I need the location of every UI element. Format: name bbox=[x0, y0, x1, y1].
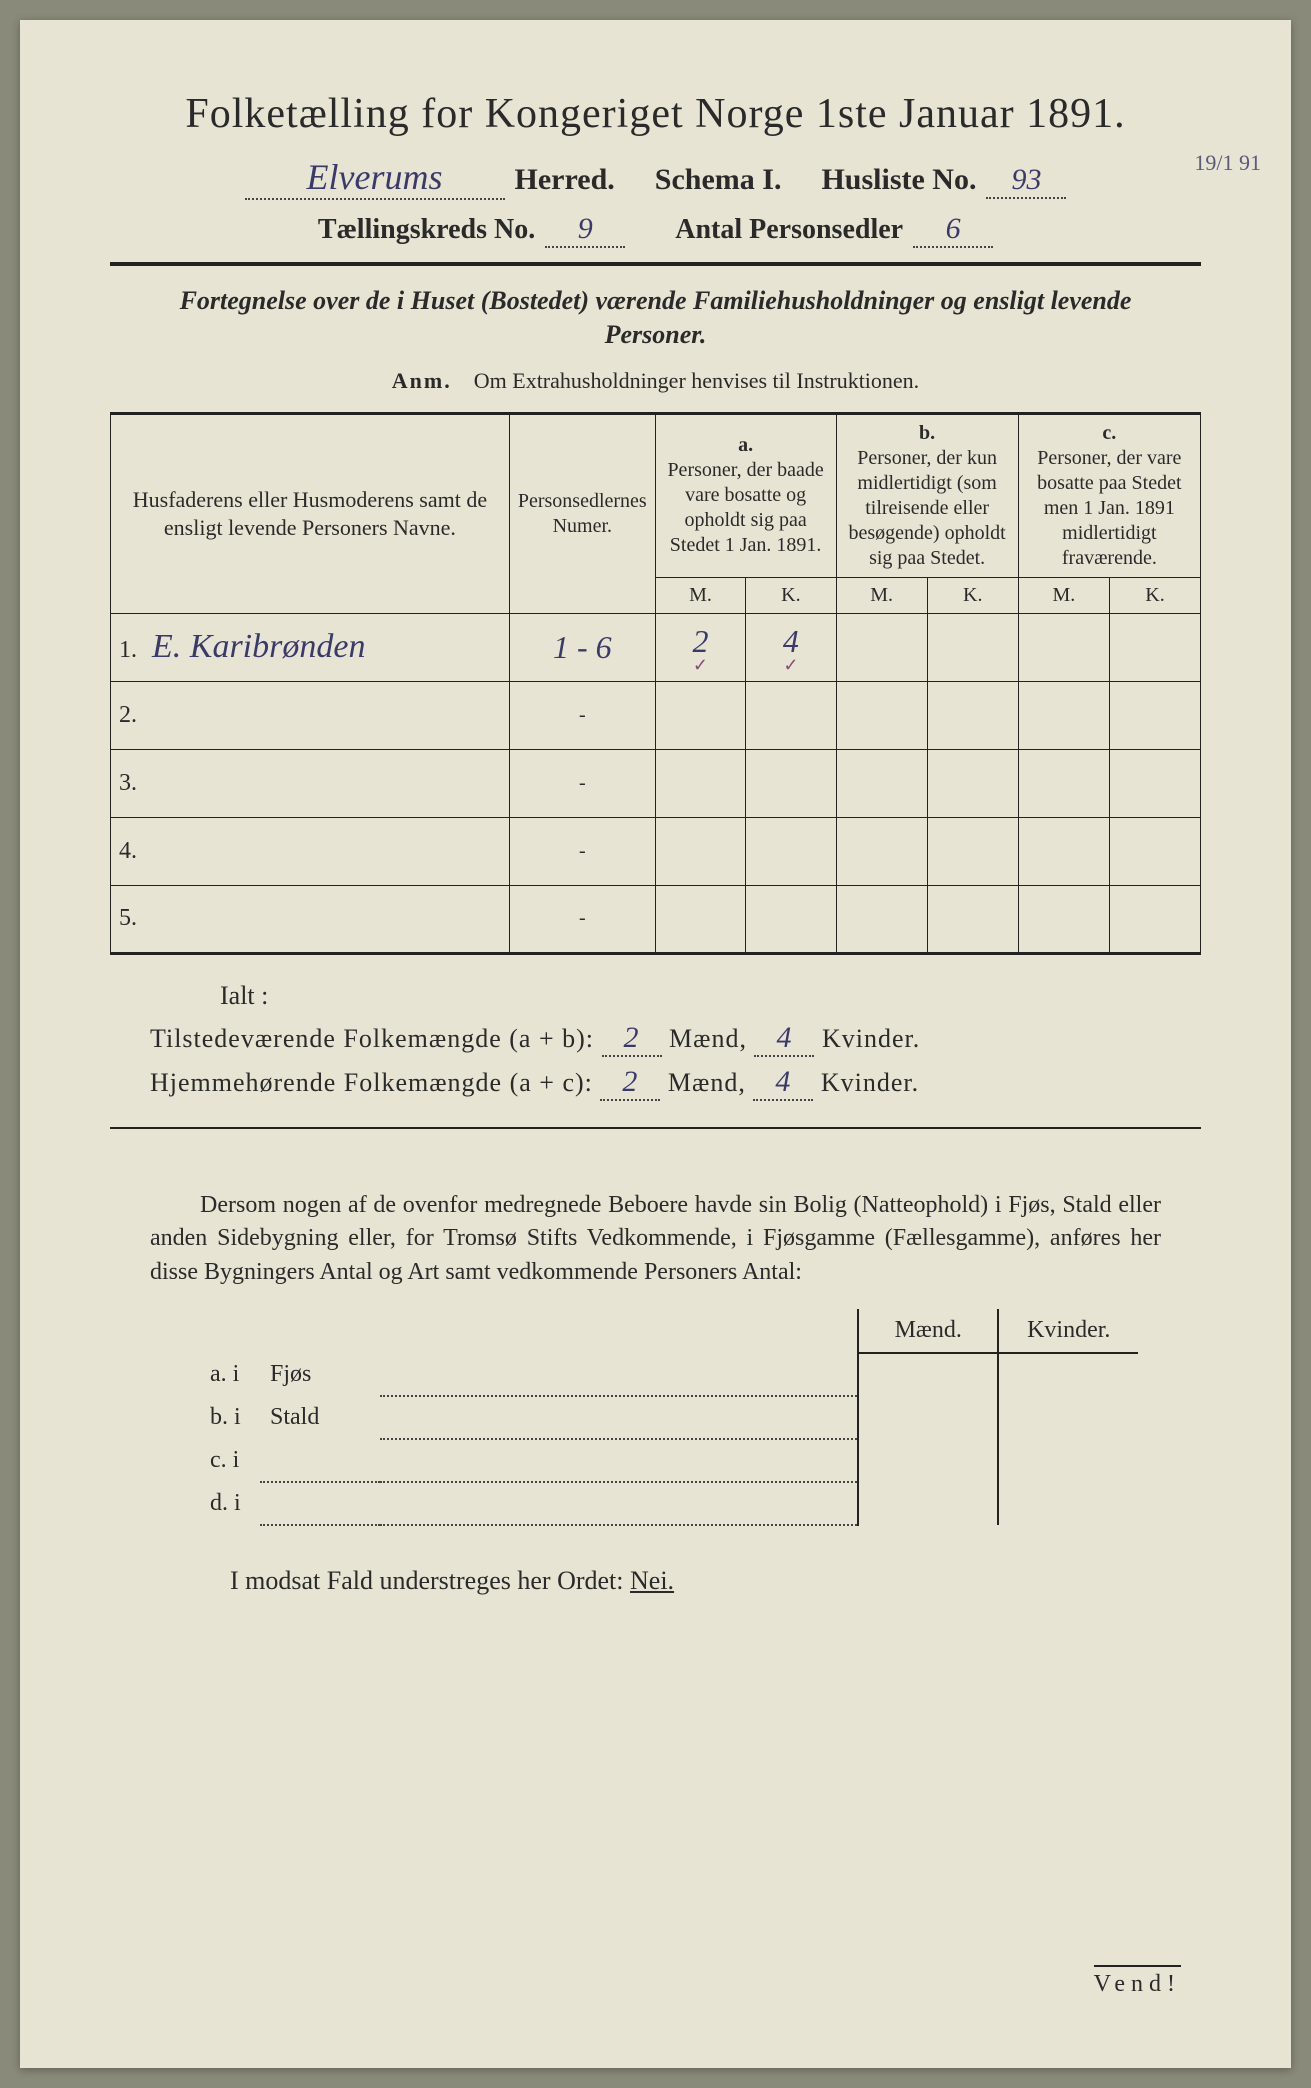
side-building-paragraph: Dersom nogen af de ovenfor medregnede Be… bbox=[150, 1189, 1161, 1290]
table-row: 3. - bbox=[111, 749, 1201, 817]
total-resident-label: Hjemmehørende Folkemængde (a + c): bbox=[150, 1068, 593, 1097]
col-b-k: K. bbox=[927, 577, 1018, 613]
col-b-text: Personer, der kun midlertidigt (som tilr… bbox=[849, 447, 1006, 569]
row-b-k bbox=[927, 613, 1018, 681]
row-sedler: - bbox=[509, 749, 655, 817]
col-c-m: M. bbox=[1018, 577, 1109, 613]
row-number: 3. bbox=[119, 770, 147, 797]
herred-value: Elverums bbox=[245, 156, 505, 200]
total-resident-k: 4 bbox=[753, 1065, 813, 1101]
col-c-k: K. bbox=[1109, 577, 1200, 613]
kvinder-label: Kvinder. bbox=[821, 1068, 919, 1097]
schema-label: Schema I. bbox=[655, 163, 782, 197]
anm-text: Om Extrahusholdninger henvises til Instr… bbox=[474, 368, 919, 393]
side-maend-header: Mænd. bbox=[858, 1309, 998, 1353]
herred-label: Herred. bbox=[515, 163, 615, 197]
nei-word: Nei. bbox=[630, 1566, 674, 1595]
col-c-text: Personer, der vare bosatte paa Stedet me… bbox=[1037, 447, 1181, 569]
husliste-value: 93 bbox=[986, 163, 1066, 199]
ialt-label: Ialt : bbox=[220, 981, 1201, 1011]
table-row: 5. - bbox=[111, 885, 1201, 953]
total-present-k: 4 bbox=[754, 1021, 814, 1057]
vend-label: Vend! bbox=[1094, 1965, 1181, 1998]
side-row-label: b. i bbox=[200, 1396, 260, 1439]
nei-prefix: I modsat Fald understreges her Ordet: bbox=[230, 1566, 624, 1595]
nei-line: I modsat Fald understreges her Ordet: Ne… bbox=[230, 1566, 1201, 1596]
col-c-letter: c. bbox=[1102, 422, 1116, 444]
side-building-table: Mænd. Kvinder. a. i Fjøs b. i Stald c. i… bbox=[200, 1309, 1138, 1526]
side-row-type: Fjøs bbox=[260, 1353, 380, 1396]
side-row: d. i bbox=[200, 1482, 1138, 1525]
subtitle: Fortegnelse over de i Huset (Bostedet) v… bbox=[150, 284, 1161, 352]
row-a-m: 2 bbox=[692, 623, 708, 659]
row-c-k bbox=[1109, 613, 1200, 681]
row-sedler: - bbox=[509, 817, 655, 885]
kreds-label: Tællingskreds No. bbox=[318, 214, 535, 246]
row-name: E. Karibrønden bbox=[152, 628, 365, 665]
page-title: Folketælling for Kongeriget Norge 1ste J… bbox=[110, 90, 1201, 138]
row-sedler: 1 - 6 bbox=[553, 629, 612, 665]
side-row: a. i Fjøs bbox=[200, 1353, 1138, 1396]
husliste-label: Husliste No. bbox=[821, 163, 976, 197]
antal-label: Antal Personsedler bbox=[675, 214, 903, 246]
row-number: 5. bbox=[119, 905, 147, 932]
maend-label: Mænd, bbox=[668, 1068, 746, 1097]
side-row-label: d. i bbox=[200, 1482, 260, 1525]
row-number: 2. bbox=[119, 702, 147, 729]
col-b-m: M. bbox=[836, 577, 927, 613]
side-row-label: c. i bbox=[200, 1439, 260, 1482]
col-a-text: Personer, der baade vare bosatte og opho… bbox=[667, 459, 823, 556]
side-row: b. i Stald bbox=[200, 1396, 1138, 1439]
tick-mark: ✓ bbox=[664, 660, 738, 671]
maend-label: Mænd, bbox=[669, 1024, 747, 1053]
total-resident-m: 2 bbox=[600, 1065, 660, 1101]
table-row: 4. - bbox=[111, 817, 1201, 885]
header-row-1: Elverums Herred. Schema I. Husliste No. … bbox=[110, 156, 1201, 200]
col-a-k: K. bbox=[746, 577, 836, 613]
census-form-page: Folketælling for Kongeriget Norge 1ste J… bbox=[20, 20, 1291, 2068]
row-number: 4. bbox=[119, 838, 147, 865]
side-row-label: a. i bbox=[200, 1353, 260, 1396]
antal-value: 6 bbox=[913, 212, 993, 248]
row-sedler: - bbox=[509, 885, 655, 953]
col-a-m: M. bbox=[655, 577, 746, 613]
subtitle-text: Fortegnelse over de i Huset (Bostedet) v… bbox=[180, 286, 1132, 349]
table-row: 2. - bbox=[111, 681, 1201, 749]
margin-date-note: 19/1 91 bbox=[1194, 150, 1261, 176]
main-table: Husfaderens eller Husmoderens samt de en… bbox=[110, 412, 1201, 955]
kreds-value: 9 bbox=[545, 212, 625, 248]
rule-1 bbox=[110, 262, 1201, 266]
col-num-header: Personsedlernes Numer. bbox=[509, 413, 655, 613]
rule-2 bbox=[110, 1127, 1201, 1129]
anm-label: Anm. bbox=[392, 368, 452, 393]
row-sedler: - bbox=[509, 681, 655, 749]
kvinder-label: Kvinder. bbox=[822, 1024, 920, 1053]
side-row-type bbox=[260, 1482, 380, 1525]
total-resident-line: Hjemmehørende Folkemængde (a + c): 2 Mæn… bbox=[150, 1065, 1201, 1101]
total-present-label: Tilstedeværende Folkemængde (a + b): bbox=[150, 1024, 594, 1053]
col-a-letter: a. bbox=[738, 434, 753, 456]
row-c-m bbox=[1018, 613, 1109, 681]
total-present-m: 2 bbox=[602, 1021, 662, 1057]
table-row: 1. E. Karibrønden 1 - 6 2✓ 4✓ bbox=[111, 613, 1201, 681]
col-a-header: a. Personer, der baade vare bosatte og o… bbox=[655, 413, 836, 577]
anm-line: Anm. Om Extrahusholdninger henvises til … bbox=[110, 368, 1201, 394]
total-present-line: Tilstedeværende Folkemængde (a + b): 2 M… bbox=[150, 1021, 1201, 1057]
col-c-header: c. Personer, der vare bosatte paa Stedet… bbox=[1018, 413, 1200, 577]
tick-mark: ✓ bbox=[754, 660, 827, 671]
side-row-type bbox=[260, 1439, 380, 1482]
row-a-k: 4 bbox=[783, 623, 799, 659]
col-b-letter: b. bbox=[919, 422, 935, 444]
side-row-type: Stald bbox=[260, 1396, 380, 1439]
row-b-m bbox=[836, 613, 927, 681]
col-b-header: b. Personer, der kun midlertidigt (som t… bbox=[836, 413, 1018, 577]
col-names-header: Husfaderens eller Husmoderens samt de en… bbox=[111, 413, 510, 613]
header-row-2: Tællingskreds No. 9 Antal Personsedler 6 bbox=[110, 212, 1201, 248]
side-kvinder-header: Kvinder. bbox=[998, 1309, 1138, 1353]
row-number: 1. bbox=[119, 637, 147, 664]
side-row: c. i bbox=[200, 1439, 1138, 1482]
